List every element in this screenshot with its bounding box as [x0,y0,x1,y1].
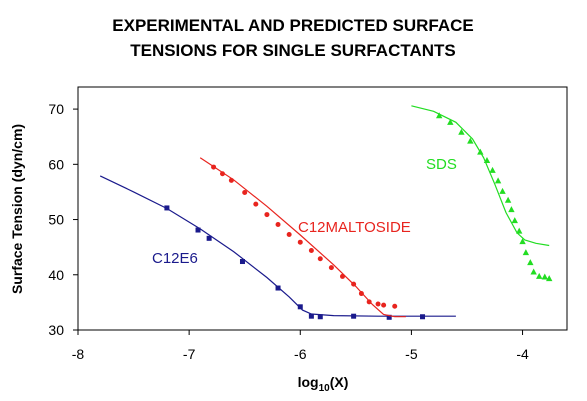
data-point-c12maltoside [351,281,357,287]
data-point-sds [519,238,526,245]
data-point-c12maltoside [358,291,364,297]
data-point-c12e6 [420,314,426,320]
y-axis-label: Surface Tension (dyn/cm) [9,124,25,294]
data-point-sds [447,118,454,125]
data-point-sds [499,187,506,194]
data-point-c12maltoside [375,301,381,307]
series-layer [99,105,553,320]
data-point-c12maltoside [392,303,398,309]
x-tick-label: -4 [516,346,529,362]
data-point-sds [494,177,502,184]
data-point-c12maltoside [297,239,303,245]
data-point-sds [489,166,496,173]
data-point-sds [467,137,474,144]
y-axis-ticks: 30 40 50 60 70 [48,101,78,338]
data-point-sds [536,272,543,279]
data-point-c12maltoside [340,273,346,279]
chart-title-line-2: TENSIONS FOR SINGLE SURFACTANTS [130,41,456,60]
y-tick-label: 30 [48,322,64,338]
data-point-c12maltoside [264,212,270,218]
data-point-c12e6 [195,227,201,233]
data-point-c12e6 [206,235,212,241]
data-point-sds [522,249,530,256]
data-point-sds [516,227,523,234]
data-point-c12e6 [386,314,392,320]
series-label-sds: SDS [426,156,457,173]
data-point-c12e6 [297,304,303,310]
data-point-sds [527,259,534,266]
predicted-curve-sds [411,105,550,247]
data-point-c12maltoside [366,299,372,305]
data-point-c12maltoside [253,201,259,207]
data-point-c12maltoside [228,177,234,183]
data-point-c12e6 [317,314,323,320]
data-point-c12e6 [275,285,281,291]
data-point-sds [546,275,553,282]
x-tick-label: -8 [72,346,85,362]
x-axis-label-subscript: 10 [319,383,331,394]
data-point-c12maltoside [211,164,217,170]
predicted-curve-c12e6 [99,175,456,317]
data-point-c12e6 [164,205,170,211]
x-axis-label-main: log [298,374,319,390]
data-point-c12e6 [308,313,314,319]
data-point-c12maltoside [308,247,314,253]
data-point-sds [435,112,443,119]
x-axis-label: log10(X) [298,374,349,394]
x-axis-label-tail: (X) [330,374,349,390]
data-point-sds [458,128,465,135]
data-point-c12maltoside [242,189,248,195]
data-point-c12e6 [239,259,245,265]
data-point-sds [530,268,537,275]
series-label-c12maltoside: C12MALTOSIDE [298,219,411,236]
data-point-c12maltoside [317,256,323,262]
data-point-sds [483,156,491,163]
data-point-sds [477,148,484,155]
y-tick-label: 60 [48,156,64,172]
data-point-c12maltoside [219,171,225,177]
data-point-sds [511,217,518,224]
data-point-c12maltoside [286,231,292,237]
chart-title-line-1: EXPERIMENTAL AND PREDICTED SURFACE [112,16,473,35]
data-point-sds [508,206,515,213]
data-point-c12e6 [351,313,357,319]
x-tick-label: -7 [183,346,196,362]
y-tick-label: 70 [48,101,64,117]
plot-area-frame [77,86,568,331]
data-point-c12maltoside [381,302,387,308]
series-label-c12e6: C12E6 [152,250,198,267]
data-point-c12maltoside [328,265,334,271]
x-tick-label: -5 [405,346,418,362]
data-point-c12maltoside [275,222,281,228]
x-tick-label: -6 [294,346,307,362]
x-axis-ticks: -8 -7 -6 -5 -4 [72,330,529,362]
data-point-sds [541,273,548,280]
data-point-sds [504,196,512,203]
y-tick-label: 40 [48,267,64,283]
y-tick-label: 50 [48,212,64,228]
